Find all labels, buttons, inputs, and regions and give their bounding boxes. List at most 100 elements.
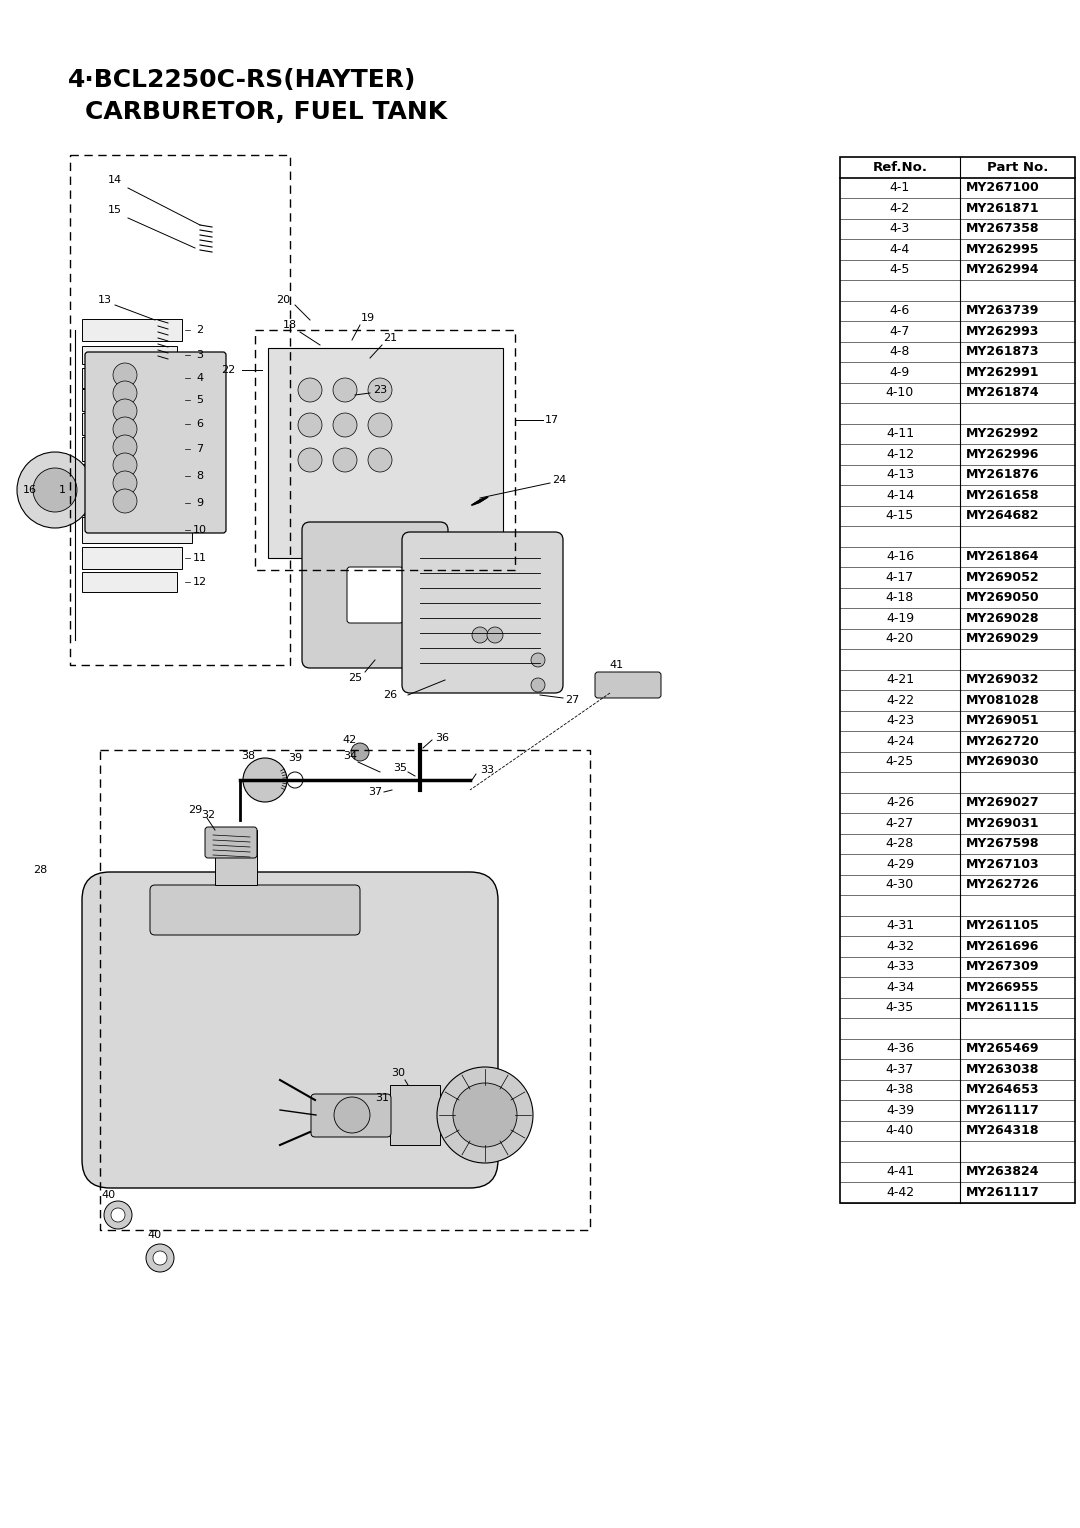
Circle shape	[153, 1251, 167, 1265]
Text: 4-37: 4-37	[886, 1063, 914, 1076]
Text: MY263739: MY263739	[966, 304, 1039, 318]
Bar	[82, 390, 187, 411]
Text: MY261117: MY261117	[966, 1186, 1040, 1199]
Circle shape	[351, 743, 369, 761]
Circle shape	[298, 377, 322, 402]
Text: 20: 20	[275, 295, 291, 306]
Text: 22: 22	[221, 365, 235, 374]
FancyBboxPatch shape	[82, 872, 498, 1187]
Text: 24: 24	[552, 475, 566, 484]
Text: 30: 30	[391, 1068, 405, 1077]
Text: 4-41: 4-41	[886, 1166, 914, 1178]
FancyBboxPatch shape	[595, 672, 661, 698]
Bar	[268, 348, 503, 558]
Text: MY269051: MY269051	[966, 714, 1040, 727]
FancyBboxPatch shape	[150, 885, 360, 935]
Circle shape	[113, 364, 137, 387]
Text: 4-7: 4-7	[890, 325, 910, 338]
Circle shape	[487, 626, 503, 643]
Text: MY266955: MY266955	[966, 981, 1039, 993]
Text: 4-1: 4-1	[890, 182, 910, 194]
Text: 15: 15	[108, 205, 122, 215]
Text: MY262996: MY262996	[966, 448, 1039, 461]
Circle shape	[113, 399, 137, 423]
Text: 4-13: 4-13	[886, 468, 914, 481]
Circle shape	[333, 377, 357, 402]
Circle shape	[33, 468, 77, 512]
Bar	[82, 413, 183, 435]
Text: 6: 6	[197, 419, 203, 429]
Text: 17: 17	[545, 416, 559, 425]
FancyBboxPatch shape	[205, 827, 257, 859]
Text: MY262993: MY262993	[966, 325, 1039, 338]
Text: MY262991: MY262991	[966, 365, 1039, 379]
Text: 4-19: 4-19	[886, 611, 914, 625]
Text: MY269029: MY269029	[966, 633, 1039, 645]
Text: 32: 32	[201, 810, 215, 821]
Text: 1: 1	[58, 484, 66, 495]
Bar	[215, 830, 257, 885]
Circle shape	[17, 452, 93, 529]
FancyBboxPatch shape	[347, 567, 403, 623]
Text: 4-4: 4-4	[890, 243, 910, 255]
Text: 4-24: 4-24	[886, 735, 914, 747]
Text: 13: 13	[98, 295, 112, 306]
Text: 33: 33	[480, 766, 494, 775]
Text: MY267309: MY267309	[966, 960, 1039, 973]
Text: 4-30: 4-30	[886, 879, 914, 891]
Text: MY269030: MY269030	[966, 755, 1039, 769]
Text: 19: 19	[361, 313, 375, 322]
Text: MY262992: MY262992	[966, 428, 1039, 440]
Text: MY269050: MY269050	[966, 591, 1040, 604]
Text: MY269032: MY269032	[966, 674, 1039, 686]
Circle shape	[472, 626, 488, 643]
Text: 28: 28	[32, 865, 48, 876]
Text: MY267598: MY267598	[966, 837, 1039, 850]
Text: 42: 42	[342, 735, 357, 746]
Text: MY261876: MY261876	[966, 468, 1039, 481]
Text: MY261871: MY261871	[966, 202, 1040, 215]
Circle shape	[113, 417, 137, 442]
Text: MY269052: MY269052	[966, 571, 1040, 584]
Circle shape	[298, 448, 322, 472]
Bar	[82, 571, 177, 591]
Circle shape	[113, 380, 137, 405]
Text: 4-12: 4-12	[886, 448, 914, 461]
Text: 4-2: 4-2	[890, 202, 910, 215]
Circle shape	[146, 1244, 174, 1271]
Text: 4-42: 4-42	[886, 1186, 914, 1199]
Circle shape	[298, 413, 322, 437]
Text: 38: 38	[241, 750, 255, 761]
Text: 4-35: 4-35	[886, 1001, 914, 1015]
Circle shape	[113, 435, 137, 458]
Text: Part No.: Part No.	[987, 160, 1049, 174]
Text: 4-23: 4-23	[886, 714, 914, 727]
Text: MY267358: MY267358	[966, 222, 1039, 235]
Text: 4-20: 4-20	[886, 633, 914, 645]
Text: MY262726: MY262726	[966, 879, 1040, 891]
Text: MY263038: MY263038	[966, 1063, 1039, 1076]
Text: 4-17: 4-17	[886, 571, 914, 584]
Circle shape	[113, 489, 137, 513]
Text: 35: 35	[393, 762, 407, 773]
Bar	[82, 437, 183, 461]
Text: 4-38: 4-38	[886, 1083, 914, 1096]
Text: 5: 5	[197, 396, 203, 405]
Text: 4-31: 4-31	[886, 920, 914, 932]
Text: 4·BCL2250C-RS(HAYTER): 4·BCL2250C-RS(HAYTER)	[68, 69, 417, 92]
Text: 37: 37	[368, 787, 382, 798]
Bar	[82, 547, 183, 568]
Text: 4-14: 4-14	[886, 489, 914, 501]
Text: 3: 3	[197, 350, 203, 361]
Text: 16: 16	[23, 484, 37, 495]
Text: 4-11: 4-11	[886, 428, 914, 440]
Text: 4-29: 4-29	[886, 857, 914, 871]
Text: MY081028: MY081028	[966, 694, 1040, 707]
Circle shape	[437, 1067, 534, 1163]
Text: 29: 29	[188, 805, 202, 814]
Bar	[390, 1085, 440, 1144]
Text: 4-9: 4-9	[890, 365, 910, 379]
Text: MY261117: MY261117	[966, 1103, 1040, 1117]
Text: 4-10: 4-10	[886, 387, 914, 399]
Text: 4-15: 4-15	[886, 509, 914, 523]
